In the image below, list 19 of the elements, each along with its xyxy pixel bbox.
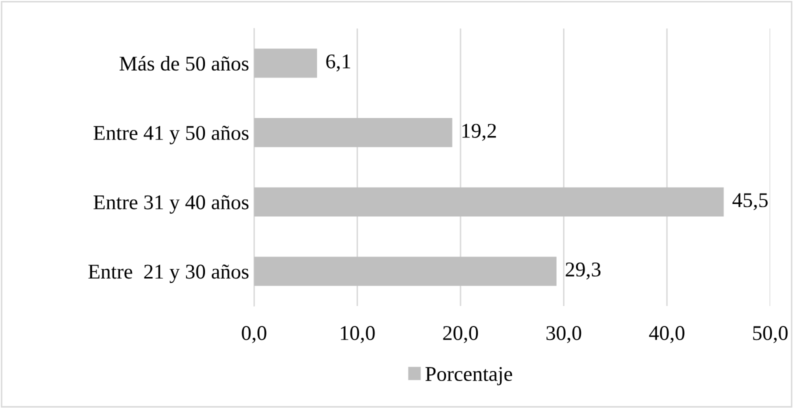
data-label: 6,1 — [326, 54, 350, 72]
legend-label: Porcentaje — [425, 367, 512, 386]
data-label: 29,3 — [566, 262, 600, 280]
y-tick-label: Entre 21 y 30 años — [88, 264, 248, 284]
x-tick-label: 10,0 — [340, 326, 375, 344]
x-tick-label: 30,0 — [546, 326, 582, 344]
bar — [254, 187, 724, 217]
bar — [254, 118, 452, 148]
x-tick-label: 50,0 — [753, 326, 788, 344]
x-tick-label: 20,0 — [443, 326, 478, 344]
bar — [254, 256, 557, 286]
y-tick-label: Más de 50 años — [120, 56, 248, 71]
y-tick-label: Entre 31 y 40 años — [94, 195, 248, 214]
x-tick-label: 0,0 — [242, 326, 266, 344]
data-label: 45,5 — [732, 193, 768, 210]
data-label: 19,2 — [462, 124, 496, 141]
y-tick-label: Entre 41 y 50 años — [94, 126, 248, 144]
x-tick-label: 40,0 — [649, 326, 684, 344]
bar — [254, 48, 318, 78]
